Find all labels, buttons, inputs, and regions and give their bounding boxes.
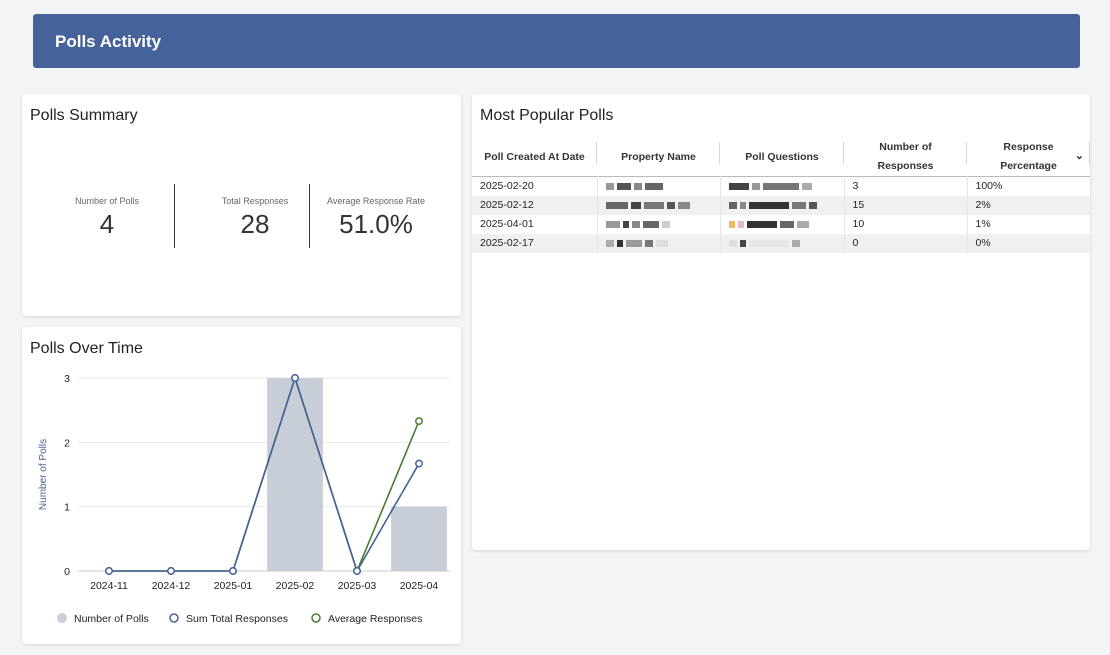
legend-marker <box>311 613 321 623</box>
cell-percentage: 2% <box>966 195 1090 215</box>
series-line-1 <box>109 375 420 573</box>
table-row[interactable]: 2025-02-12 15 2% <box>472 195 1090 215</box>
legend-marker <box>57 613 67 623</box>
series-point <box>105 567 113 575</box>
x-tick-label: 2025-01 <box>214 580 253 592</box>
table-row[interactable]: 2025-02-17 0 0% <box>472 233 1090 253</box>
series-point <box>167 567 175 575</box>
series-point <box>291 374 299 382</box>
chevron-down-icon[interactable]: ⌄ <box>1074 150 1084 162</box>
x-tick-label: 2025-02 <box>276 580 315 592</box>
y-tick-label: 2 <box>64 437 70 449</box>
polls-table: Poll Created At Date Property Name Poll … <box>472 138 1090 253</box>
kpi-average-response-rate: Average Response Rate 51.0% <box>310 184 442 248</box>
table-header-row: Poll Created At Date Property Name Poll … <box>472 138 1090 177</box>
cell-property-redacted <box>596 195 720 215</box>
most-popular-polls-title: Most Popular Polls <box>480 107 614 124</box>
legend-label: Number of Polls <box>74 613 149 625</box>
y-axis-label: Number of Polls <box>38 439 49 510</box>
kpi-value: 28 <box>240 209 270 239</box>
column-header-percentage[interactable]: Response Percentage ⌄ <box>967 138 1090 177</box>
kpi-divider <box>174 184 175 248</box>
bar <box>391 506 447 571</box>
y-tick-label: 1 <box>64 502 70 514</box>
legend-marker <box>169 613 179 623</box>
cell-question-redacted <box>719 176 844 196</box>
cell-responses: 0 <box>843 233 967 253</box>
series-point <box>353 567 361 575</box>
polls-over-time-title: Polls Over Time <box>30 340 143 357</box>
cell-percentage: 0% <box>966 233 1090 253</box>
kpi-total-responses: Total Responses 28 <box>189 184 321 248</box>
column-header-responses[interactable]: Number of Responses <box>844 138 967 177</box>
kpi-label: Number of Polls <box>74 196 140 206</box>
kpi-value: 4 <box>99 209 115 239</box>
cell-date: 2025-02-20 <box>480 180 534 193</box>
polls-over-time-card: Polls Over Time 0 1 2 3 Number of Polls 2024-… <box>22 327 461 644</box>
cell-responses: 3 <box>843 176 967 196</box>
y-tick-label: 0 <box>64 566 70 578</box>
series-point <box>415 417 423 426</box>
bar <box>267 378 323 571</box>
cell-percentage: 1% <box>966 214 1090 234</box>
column-header-questions[interactable]: Poll Questions <box>720 138 844 177</box>
cell-percentage: 100% <box>966 176 1090 196</box>
cell-property-redacted <box>596 214 720 234</box>
x-tick-label: 2024-11 <box>90 580 128 592</box>
cell-date: 2025-02-17 <box>472 233 597 253</box>
kpi-number-of-polls: Number of Polls 4 <box>41 184 173 248</box>
x-tick-label: 2025-03 <box>338 580 377 592</box>
polls-summary-card: Polls Summary Number of Polls 4 Total Re… <box>22 94 461 316</box>
table-row[interactable]: 2025-02-20 3 100% <box>472 176 1090 196</box>
legend-label: Average Responses <box>328 613 422 625</box>
page-header: Polls Activity <box>33 14 1080 68</box>
table-row[interactable]: 2025-04-01 10 1% <box>472 214 1090 234</box>
column-header-date[interactable]: Poll Created At Date <box>472 138 597 177</box>
kpi-value: 51.0% <box>339 209 413 239</box>
polls-summary-title: Polls Summary <box>30 107 138 124</box>
y-tick-label: 3 <box>64 373 70 385</box>
kpi-label: Average Response Rate <box>327 196 425 206</box>
cell-responses: 10 <box>843 214 967 234</box>
cell-date: 2025-04-01 <box>480 218 534 230</box>
kpi-divider <box>309 184 310 248</box>
cell-responses: 15 <box>843 195 967 215</box>
kpi-label: Total Responses <box>221 196 289 206</box>
x-tick-label: 2025-04 <box>400 580 439 592</box>
cell-property-redacted <box>596 233 720 253</box>
polls-over-time-chart: 0 1 2 3 Number of Polls 2024-11 2024-12 2025-01… <box>38 373 450 625</box>
page-title: Polls Activity <box>55 32 162 51</box>
cell-question-redacted <box>719 195 844 215</box>
column-header-property[interactable]: Property Name <box>597 138 720 177</box>
series-point <box>415 459 423 468</box>
x-tick-label: 2024-12 <box>152 580 191 592</box>
cell-date: 2025-02-12 <box>472 195 597 215</box>
legend-label: Sum Total Responses <box>186 613 288 625</box>
most-popular-polls-card: Most Popular Polls Poll Created At Date … <box>472 94 1090 550</box>
cell-question-redacted <box>719 214 844 234</box>
cell-question-redacted <box>719 233 844 253</box>
cell-property-redacted <box>596 176 720 196</box>
series-point <box>229 567 237 575</box>
